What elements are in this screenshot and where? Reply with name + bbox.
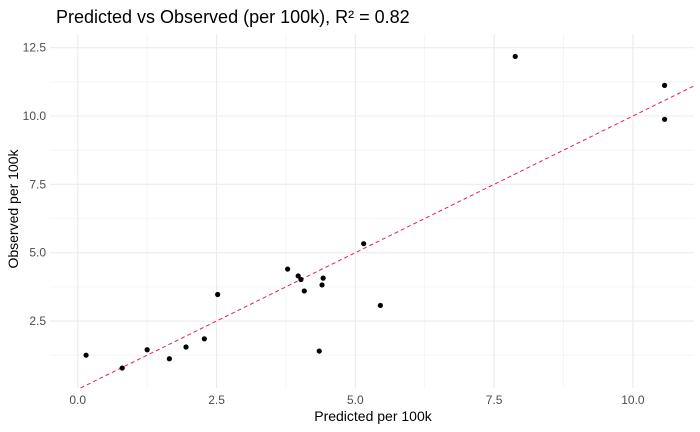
x-tick-label: 2.5 xyxy=(208,393,225,407)
y-tick-label: 2.5 xyxy=(29,314,46,328)
data-point xyxy=(320,275,326,281)
data-point xyxy=(183,344,189,350)
y-axis-title: Observed per 100k xyxy=(5,148,21,268)
data-point xyxy=(661,82,668,88)
data-point xyxy=(83,352,89,358)
data-point xyxy=(319,282,325,288)
data-point xyxy=(298,276,304,283)
data-point xyxy=(285,266,291,272)
data-point xyxy=(316,348,322,354)
data-point xyxy=(512,53,518,60)
data-point xyxy=(361,241,367,247)
grid xyxy=(50,34,694,388)
data-point xyxy=(119,365,125,371)
x-axis-title: Predicted per 100k xyxy=(314,408,433,424)
x-axis-ticks: 0.0 2.5 5.0 7.5 10.0 xyxy=(69,393,645,407)
x-tick-label: 0.0 xyxy=(69,393,86,407)
reference-line xyxy=(80,85,695,389)
data-point xyxy=(661,116,668,122)
data-point xyxy=(144,347,150,353)
chart-title: Predicted vs Observed (per 100k), R² = 0… xyxy=(56,7,410,27)
x-tick-label: 7.5 xyxy=(486,393,503,407)
y-tick-label: 10.0 xyxy=(23,109,47,123)
data-point xyxy=(166,356,172,362)
data-points xyxy=(83,53,668,371)
y-axis-ticks: 2.5 5.0 7.5 10.0 12.5 xyxy=(23,41,47,328)
data-point xyxy=(215,291,221,298)
data-point xyxy=(295,273,301,279)
y-tick-label: 7.5 xyxy=(29,177,46,191)
data-point xyxy=(201,336,207,342)
y-tick-label: 12.5 xyxy=(23,41,47,55)
data-point xyxy=(301,288,307,294)
x-tick-label: 5.0 xyxy=(347,393,364,407)
y-tick-label: 5.0 xyxy=(29,246,46,260)
x-tick-label: 10.0 xyxy=(621,393,645,407)
data-point xyxy=(377,302,383,309)
